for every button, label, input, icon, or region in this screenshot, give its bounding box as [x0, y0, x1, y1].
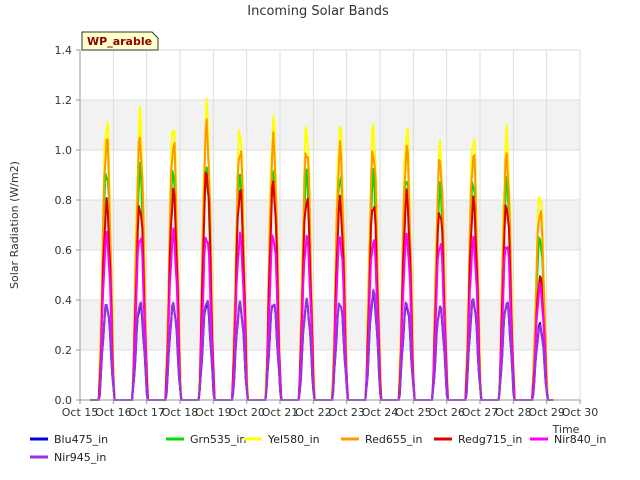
x-tick-label: Oct 15 [62, 406, 99, 419]
grid-band [80, 200, 580, 250]
legend-label-Nir840_in: Nir840_in [554, 433, 606, 446]
x-tick-label: Oct 20 [228, 406, 265, 419]
chart-title: Incoming Solar Bands [247, 4, 389, 19]
x-tick-label: Oct 21 [262, 406, 299, 419]
grid-band [80, 100, 580, 150]
y-tick-label: 0.0 [55, 394, 73, 407]
y-tick-label: 1.2 [55, 94, 73, 107]
x-tick-label: Oct 22 [295, 406, 332, 419]
y-tick-label: 0.6 [55, 244, 73, 257]
x-tick-label: Oct 24 [362, 406, 399, 419]
x-tick-label: Oct 19 [195, 406, 232, 419]
x-tick-label: Oct 23 [328, 406, 365, 419]
annotation-text: WP_arable [87, 35, 152, 48]
legend: Blu475_in Grn535_in Yel580_in Red655_in Redg… [30, 433, 606, 464]
plot-background [80, 50, 580, 400]
legend-label-Blu475_in: Blu475_in [54, 433, 108, 446]
x-tick-label: Oct 28 [495, 406, 532, 419]
legend-label-Redg715_in: Redg715_in [458, 433, 522, 446]
annotation-badge: WP_arable [81, 31, 159, 51]
x-tick-label: Oct 29 [528, 406, 565, 419]
x-axis-label: Time [552, 423, 580, 436]
x-tick-label: Oct 18 [162, 406, 199, 419]
x-tick-label: Oct 27 [462, 406, 499, 419]
legend-label-Grn535_in: Grn535_in [190, 433, 246, 446]
y-tick-label: 1.4 [55, 44, 73, 57]
x-tick-label: Oct 16 [95, 406, 132, 419]
annotation-box [81, 31, 159, 51]
x-tick-label: Oct 25 [395, 406, 432, 419]
legend-label-Yel580_in: Yel580_in [267, 433, 320, 446]
y-tick-label: 1.0 [55, 144, 73, 157]
y-tick-label: 0.8 [55, 194, 73, 207]
legend-label-Nir945_in: Nir945_in [54, 451, 106, 464]
grid-band [80, 300, 580, 350]
x-tick-label: Oct 30 [562, 406, 599, 419]
y-tick-label: 0.2 [55, 344, 73, 357]
legend-label-Red655_in: Red655_in [365, 433, 422, 446]
y-tick-label: 0.4 [55, 294, 73, 307]
x-tick-label: Oct 26 [428, 406, 465, 419]
axes [76, 49, 581, 404]
y-axis-label: Solar Radiation (W/m2) [8, 161, 21, 289]
x-tick-label: Oct 17 [128, 406, 165, 419]
